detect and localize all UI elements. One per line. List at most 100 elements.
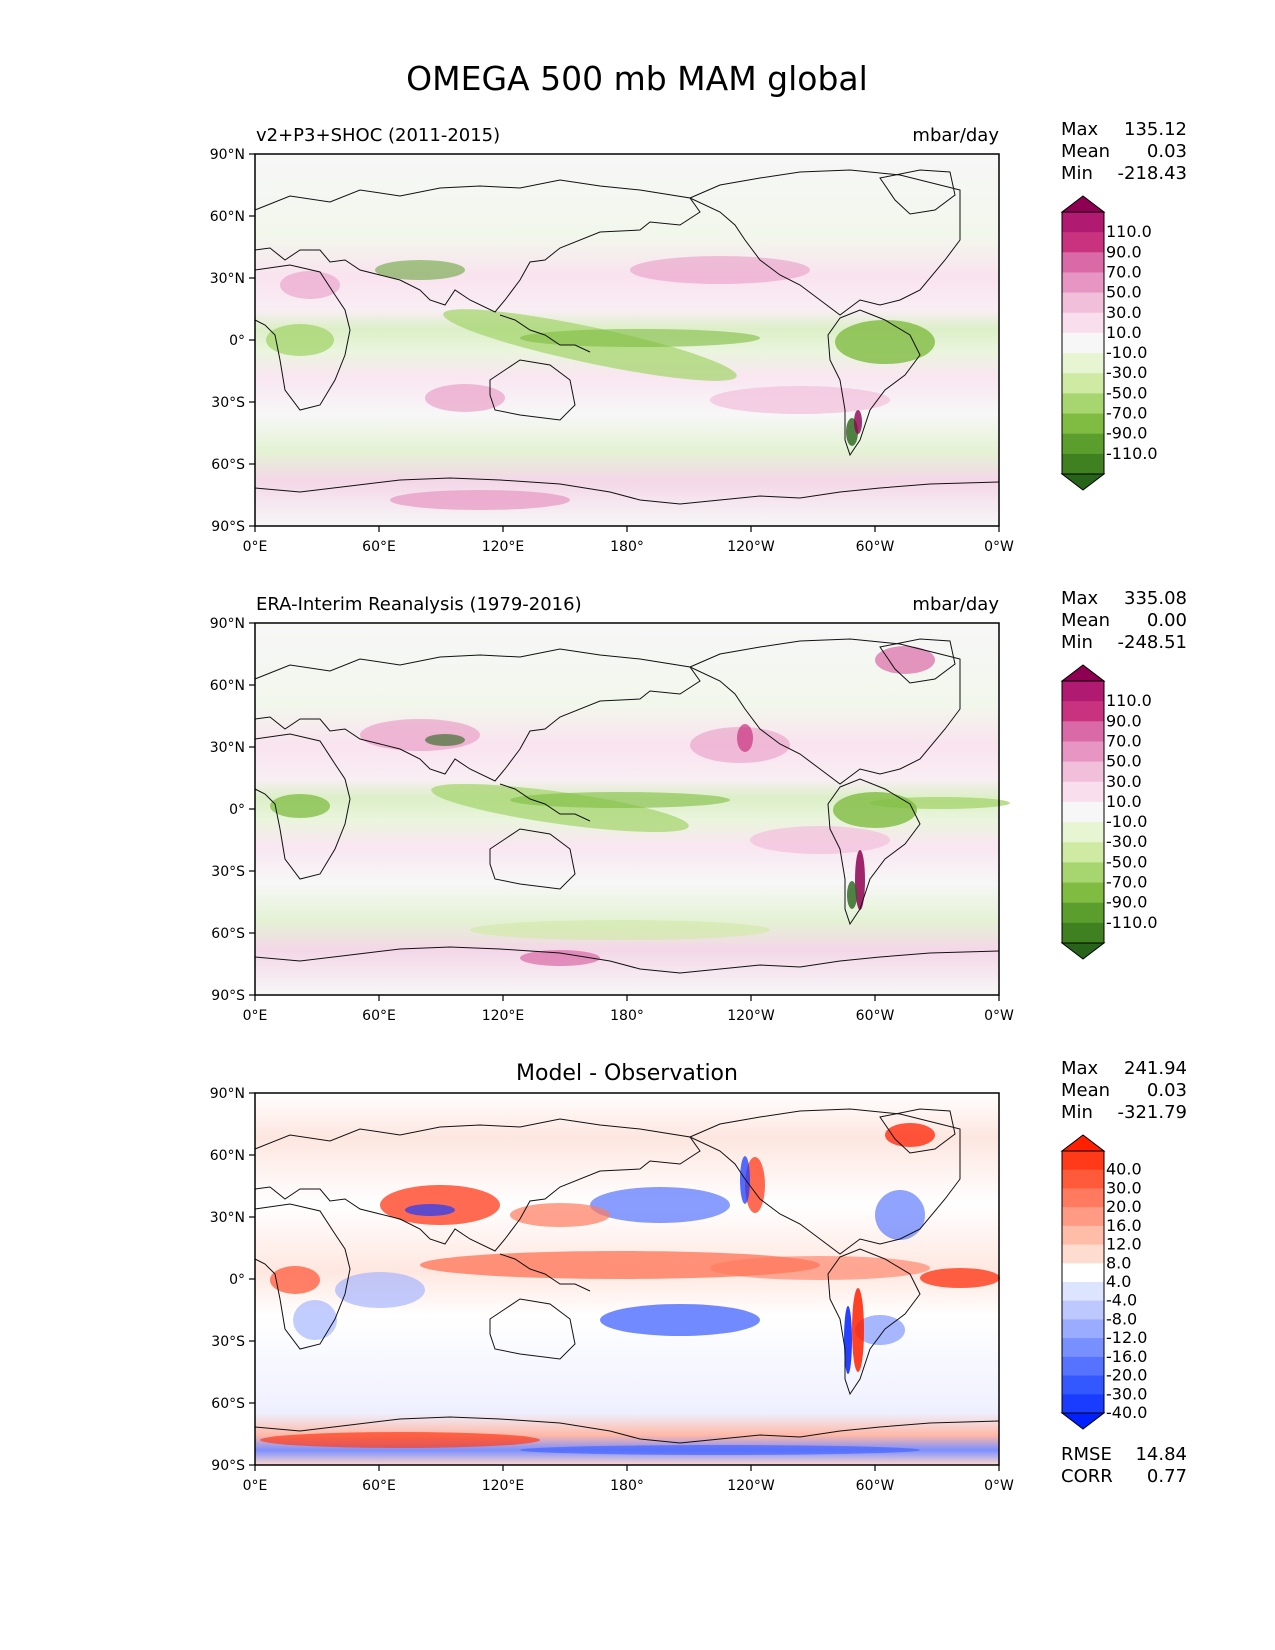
africa-ascent [270, 794, 330, 818]
lat-tick-label: 30°S [211, 864, 245, 880]
colorbar-segment [1062, 373, 1104, 394]
colorbar-segment [1062, 1225, 1104, 1246]
southern-ocean-descent [390, 490, 570, 510]
lat-tick-label: 60°N [210, 678, 245, 694]
lat-tick-label: 90°N [210, 147, 245, 163]
south-america-outline [827, 778, 921, 926]
south-america-outline [827, 1248, 921, 1396]
lon-tick-label: 120°W [727, 1478, 775, 1494]
continent-outlines [254, 1108, 1000, 1444]
colorbar-tick-label: 30.0 [1106, 772, 1142, 791]
lat-tick-label: 0° [229, 802, 245, 818]
lon-tick-label: 120°E [482, 1478, 525, 1494]
colorbar-tick-label: 12.0 [1106, 1235, 1142, 1254]
colorbar-tick-label: 70.0 [1106, 731, 1142, 750]
e-pacific-positive-band [710, 1256, 930, 1280]
colorbar-extend-max [1060, 195, 1106, 213]
lon-tick-label: 0°E [243, 1478, 268, 1494]
lon-tick-label: 60°E [362, 1478, 396, 1494]
andes-descent [854, 410, 862, 434]
colorbar-segment [1062, 1394, 1104, 1414]
africa-negative [293, 1300, 337, 1340]
panel-model-stat-max: 135.12 [1124, 119, 1187, 140]
panel-obs: ERA-Interim Reanalysis (1979-2016) mbar/… [210, 588, 1187, 1024]
eurasia-outline [254, 648, 701, 782]
southern-ocean-positive [260, 1432, 540, 1448]
colorbar-segment [1062, 1300, 1104, 1320]
southern-ocean-descent [520, 950, 600, 966]
australia-outline [489, 1298, 576, 1360]
panel-obs-stat-mean: 0.00 [1147, 610, 1187, 631]
tibet-negative [405, 1204, 455, 1216]
colorbar-tick-label: -110.0 [1106, 913, 1158, 932]
colorbar-extend-max [1060, 664, 1106, 682]
lon-tick-label: 60°E [362, 539, 396, 555]
lat-tick-label: 90°N [210, 1086, 245, 1102]
andes-negative [844, 1306, 852, 1374]
lat-tick-label: 30°N [210, 271, 245, 287]
lat-tick-label: 60°S [211, 1396, 245, 1412]
tibet-ascent [425, 734, 465, 746]
colorbar-tick-label: -30.0 [1106, 832, 1147, 851]
subtropical-descent-e-pacific [750, 826, 890, 854]
colorbar-segment [1062, 862, 1104, 884]
colorbar-tick-label: 70.0 [1106, 262, 1142, 281]
n-pacific-positive [510, 1203, 610, 1227]
panel-model-stat-mean-label: Mean [1061, 141, 1110, 162]
lon-tick-label: 120°E [482, 539, 525, 555]
colorbar-segment [1062, 292, 1104, 314]
panel-model-stat-min-label: Min [1061, 163, 1093, 184]
panel-diff-stat-max-label: Max [1061, 1058, 1099, 1079]
colorbar-segment [1062, 721, 1104, 742]
colorbar-tick-label: 8.0 [1106, 1253, 1131, 1272]
north-america-outline [688, 1108, 961, 1255]
colorbar-tick-label: 10.0 [1106, 792, 1142, 811]
lat-tick-label: 60°N [210, 1148, 245, 1164]
lon-tick-label: 120°E [482, 1008, 525, 1024]
panel-obs-units: mbar/day [912, 594, 999, 615]
panel-obs-stat-min: -248.51 [1118, 632, 1187, 653]
indian-negative [335, 1272, 425, 1308]
colorbar-tick-label: -50.0 [1106, 852, 1147, 871]
lat-tick-label: 0° [229, 333, 245, 349]
panel-diff-stat-mean: 0.03 [1147, 1080, 1187, 1101]
colorbar-segment [1062, 312, 1104, 334]
andes-descent [855, 850, 865, 910]
colorbar-tick-label: 10.0 [1106, 323, 1142, 342]
panel-obs-lat-ticks: 90°N 60°N 30°N 0° 30°S 60°S 90°S 0°E 60°E 120°E 18… [210, 616, 1014, 1024]
continent-outlines [254, 638, 1000, 974]
colorbar-segment [1062, 822, 1104, 843]
panel-diff-field [260, 1123, 1000, 1455]
figure-title: OMEGA 500 mb MAM global [406, 59, 868, 98]
colorbar-segment [1062, 701, 1104, 722]
subtropical-descent-s-indian [425, 384, 505, 412]
panel-diff-stat-max: 241.94 [1124, 1058, 1187, 1079]
lat-tick-label: 90°S [211, 988, 245, 1004]
panel-diff: Model - Observation Max 241.94 Mean 0.03… [210, 1058, 1187, 1494]
lat-tick-label: 90°S [211, 1458, 245, 1474]
colorbar-tick-label: -10.0 [1106, 343, 1147, 362]
colorbar-tick-label: 50.0 [1106, 752, 1142, 771]
north-america-outline [688, 638, 961, 785]
rockies-descent [737, 724, 753, 752]
panel-model-lat-ticks: 90°N 60°N 30°N 0° 30°S 60°S 90°S 0°E 60°E 120°E 18… [210, 147, 1014, 555]
colorbar-tick-label: 110.0 [1106, 222, 1152, 241]
australia-outline [489, 828, 576, 890]
panel-obs-stat-max-label: Max [1061, 588, 1099, 609]
panel-model: v2+P3+SHOC (2011-2015) mbar/day Max 135.… [210, 119, 1187, 555]
tibet-ascent [375, 260, 465, 280]
lon-tick-label: 60°W [856, 1008, 895, 1024]
lat-tick-label: 90°N [210, 616, 245, 632]
colorbar-tick-label: -30.0 [1106, 363, 1147, 382]
colorbar-segment [1062, 232, 1104, 253]
eurasia-outline [254, 179, 701, 313]
lat-tick-label: 30°N [210, 740, 245, 756]
colorbar-tick-label: -40.0 [1106, 1403, 1147, 1422]
colorbar-tick-label: 40.0 [1106, 1160, 1142, 1179]
s-pacific-negative [600, 1304, 760, 1336]
atlantic-negative [875, 1190, 925, 1240]
colorbar-segment [1062, 1282, 1104, 1302]
lon-tick-label: 0°W [984, 539, 1014, 555]
lat-tick-label: 30°S [211, 1334, 245, 1350]
